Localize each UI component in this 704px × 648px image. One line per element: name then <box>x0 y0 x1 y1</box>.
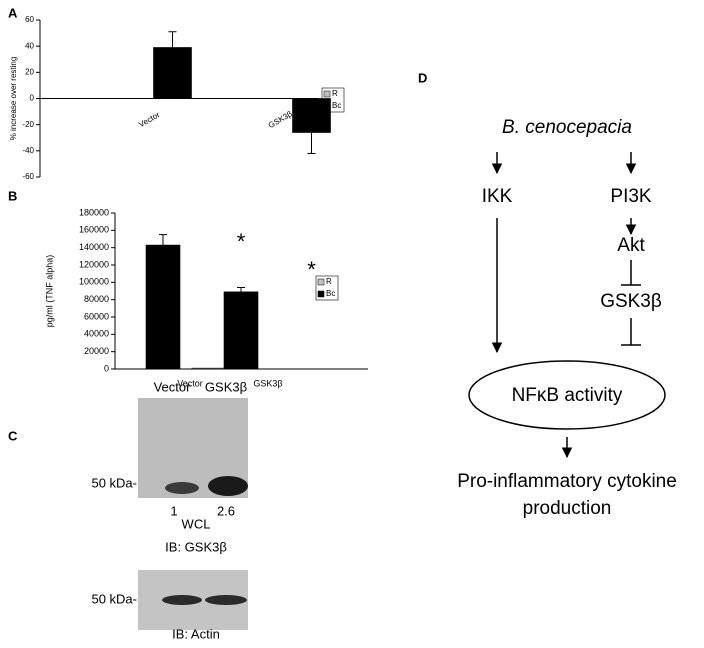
y-tick-label: 160000 <box>79 225 109 235</box>
node: NFκB activity <box>512 385 623 406</box>
y-tick-label: -60 <box>22 172 34 181</box>
node: PI3K <box>610 186 652 207</box>
y-tick-label: 40000 <box>84 329 109 339</box>
y-tick-label: 180000 <box>79 207 109 217</box>
annotation: * <box>307 257 316 282</box>
band <box>208 476 248 496</box>
marker-label: 50 kDa- <box>91 591 137 606</box>
x-tick-label: GSK3β <box>253 378 282 388</box>
panel-label: D <box>418 70 427 85</box>
inhibit <box>621 318 641 346</box>
error-bar <box>168 31 177 48</box>
y-tick-label: 0 <box>104 363 109 373</box>
output: Pro-inflammatory cytokine <box>457 471 677 492</box>
y-tick-label: 80000 <box>84 294 109 304</box>
y-axis-label: % increase over resting <box>9 57 18 141</box>
x-tick-label: GSK3β <box>267 109 294 130</box>
y-tick-label: 60 <box>25 15 34 24</box>
annotation: * <box>237 229 246 254</box>
lane-label: GSK3β <box>205 379 247 394</box>
panel-label: A <box>8 5 18 20</box>
bar <box>191 367 227 370</box>
legend-label: Bc <box>332 101 341 110</box>
y-tick-label: 120000 <box>79 259 109 269</box>
y-tick-label: 20000 <box>84 346 109 356</box>
band <box>165 482 199 494</box>
y-tick-label: 60000 <box>84 311 109 321</box>
bar <box>223 291 259 370</box>
node-ellipse <box>468 360 666 430</box>
bar <box>145 244 181 370</box>
y-tick-label: 20 <box>25 67 34 76</box>
y-tick-label: -40 <box>22 146 34 155</box>
quant-label: 2.6 <box>217 503 235 518</box>
error-bar <box>307 132 316 154</box>
error-bar <box>159 234 167 246</box>
panel-label: B <box>8 188 17 203</box>
output: production <box>523 498 612 519</box>
node: Akt <box>617 235 645 256</box>
y-tick-label: 40 <box>25 41 34 50</box>
y-axis-label: pg/ml (TNF alpha) <box>44 255 54 328</box>
panel-label: C <box>8 428 18 443</box>
x-tick-label: Vector <box>177 378 203 388</box>
legend-swatch <box>323 102 331 110</box>
ib-label: IB: Actin <box>172 626 220 641</box>
marker-label: 50 kDa- <box>91 475 137 490</box>
ib-label: IB: GSK3β <box>165 539 227 554</box>
node: IKK <box>482 186 513 207</box>
legend-label: R <box>326 277 332 286</box>
y-tick-label: -20 <box>22 120 34 129</box>
y-tick-label: 100000 <box>79 277 109 287</box>
legend-swatch <box>317 290 325 298</box>
quant-label: 1 <box>170 503 177 518</box>
legend-label: Bc <box>326 289 335 298</box>
legend-swatch <box>323 90 331 98</box>
lysate-label: WCL <box>182 516 211 531</box>
band <box>162 595 202 605</box>
y-tick-label: 0 <box>30 94 35 103</box>
lane-label: Vector <box>154 379 192 394</box>
error-bar <box>237 287 245 292</box>
y-tick-label: 140000 <box>79 242 109 252</box>
legend-label: R <box>332 89 338 98</box>
node: GSK3β <box>600 291 662 312</box>
legend-swatch <box>317 278 325 286</box>
bar <box>153 47 192 99</box>
node: B. cenocepacia <box>502 117 632 138</box>
inhibit <box>621 260 641 286</box>
x-tick-label: Vector <box>137 110 161 129</box>
band <box>205 595 247 605</box>
